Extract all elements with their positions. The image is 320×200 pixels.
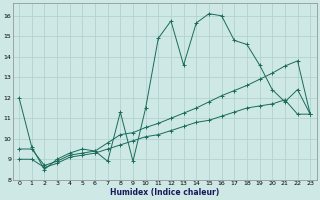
X-axis label: Humidex (Indice chaleur): Humidex (Indice chaleur) [110,188,219,197]
